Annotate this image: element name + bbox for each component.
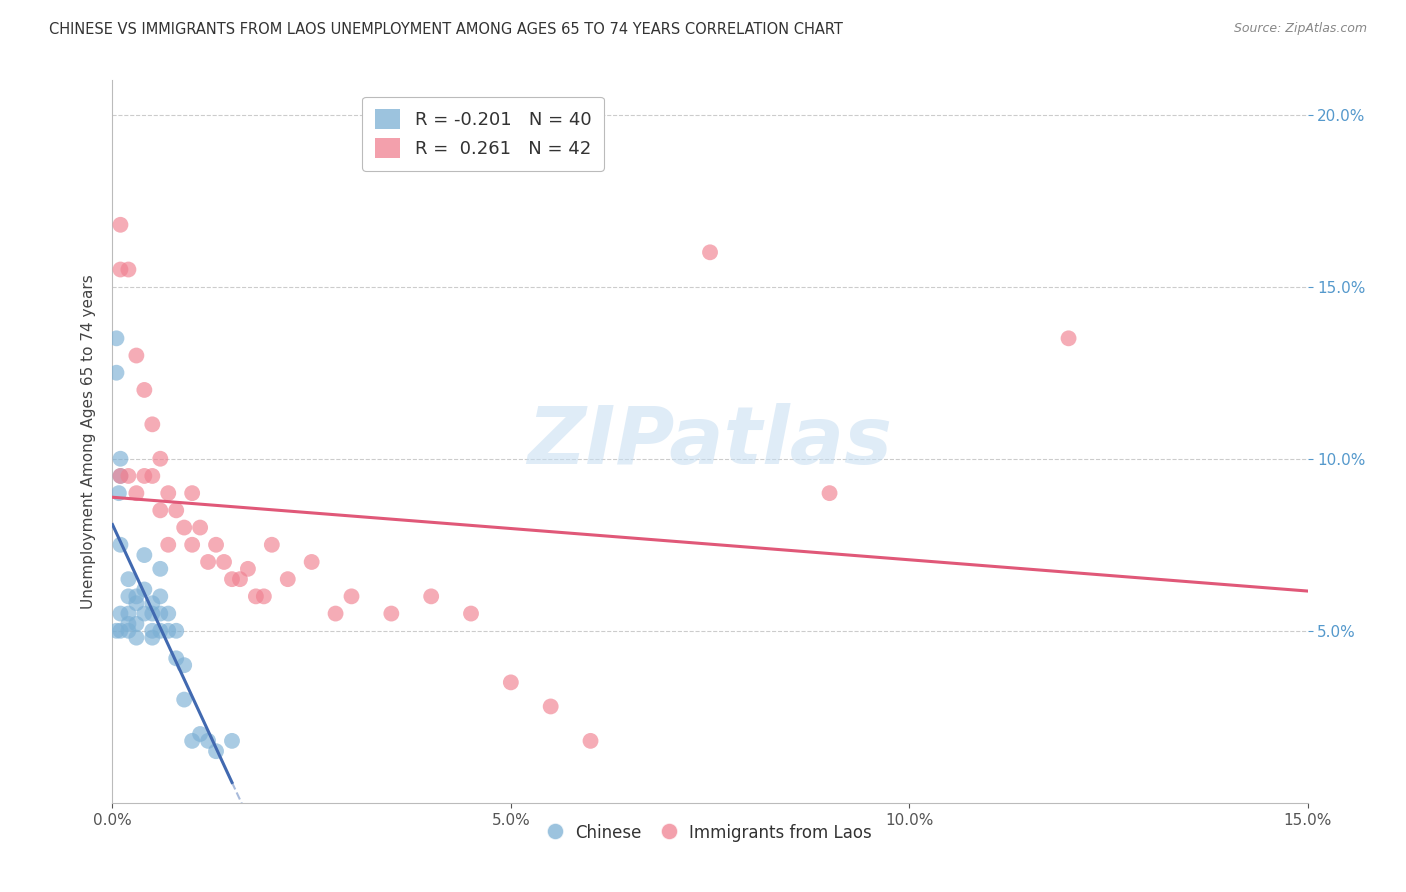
Point [110,469,132,483]
Point [117,607,139,621]
Point [460,607,482,621]
Point [165,624,187,638]
Point [117,624,139,638]
Point [141,596,163,610]
Point [149,503,172,517]
Point [108,486,131,500]
Point [117,469,139,483]
Point [181,486,204,500]
Point [579,734,602,748]
Point [110,218,132,232]
Point [110,538,132,552]
Point [134,548,156,562]
Point [173,692,195,706]
Text: CHINESE VS IMMIGRANTS FROM LAOS UNEMPLOYMENT AMONG AGES 65 TO 74 YEARS CORRELATI: CHINESE VS IMMIGRANTS FROM LAOS UNEMPLOY… [49,22,844,37]
Point [117,572,139,586]
Point [380,607,402,621]
Point [110,469,132,483]
Point [212,555,235,569]
Point [818,486,841,500]
Point [540,699,562,714]
Point [253,590,276,604]
Point [125,486,148,500]
Point [165,503,187,517]
Point [105,331,128,345]
Point [229,572,252,586]
Point [236,562,259,576]
Point [125,631,148,645]
Legend: Chinese, Immigrants from Laos: Chinese, Immigrants from Laos [543,817,877,848]
Point [301,555,323,569]
Point [117,590,139,604]
Text: Source: ZipAtlas.com: Source: ZipAtlas.com [1233,22,1367,36]
Point [149,451,172,466]
Point [141,631,163,645]
Point [157,486,180,500]
Point [245,590,267,604]
Point [699,245,721,260]
Point [125,590,148,604]
Point [325,607,347,621]
Point [173,658,195,673]
Point [173,520,195,534]
Point [110,451,132,466]
Point [157,607,180,621]
Point [110,624,132,638]
Point [134,607,156,621]
Point [499,675,522,690]
Point [205,744,228,758]
Point [260,538,283,552]
Point [197,734,219,748]
Point [149,607,172,621]
Point [134,383,156,397]
Point [149,590,172,604]
Point [125,596,148,610]
Point [125,349,148,363]
Point [149,562,172,576]
Text: ZIPatlas: ZIPatlas [527,402,893,481]
Point [188,727,211,741]
Point [149,624,172,638]
Point [221,572,243,586]
Point [205,538,228,552]
Point [141,624,163,638]
Point [221,734,243,748]
Point [165,651,187,665]
Point [134,582,156,597]
Point [141,469,163,483]
Point [277,572,299,586]
Point [117,262,139,277]
Point [197,555,219,569]
Point [157,624,180,638]
Point [141,417,163,432]
Point [188,520,211,534]
Point [117,616,139,631]
Point [420,590,443,604]
Point [105,366,128,380]
Point [110,262,132,277]
Point [141,607,163,621]
Point [181,538,204,552]
Point [105,624,128,638]
Point [134,469,156,483]
Point [1057,331,1080,345]
Y-axis label: Unemployment Among Ages 65 to 74 years: Unemployment Among Ages 65 to 74 years [80,274,96,609]
Point [125,616,148,631]
Point [340,590,363,604]
Point [110,607,132,621]
Point [181,734,204,748]
Point [157,538,180,552]
